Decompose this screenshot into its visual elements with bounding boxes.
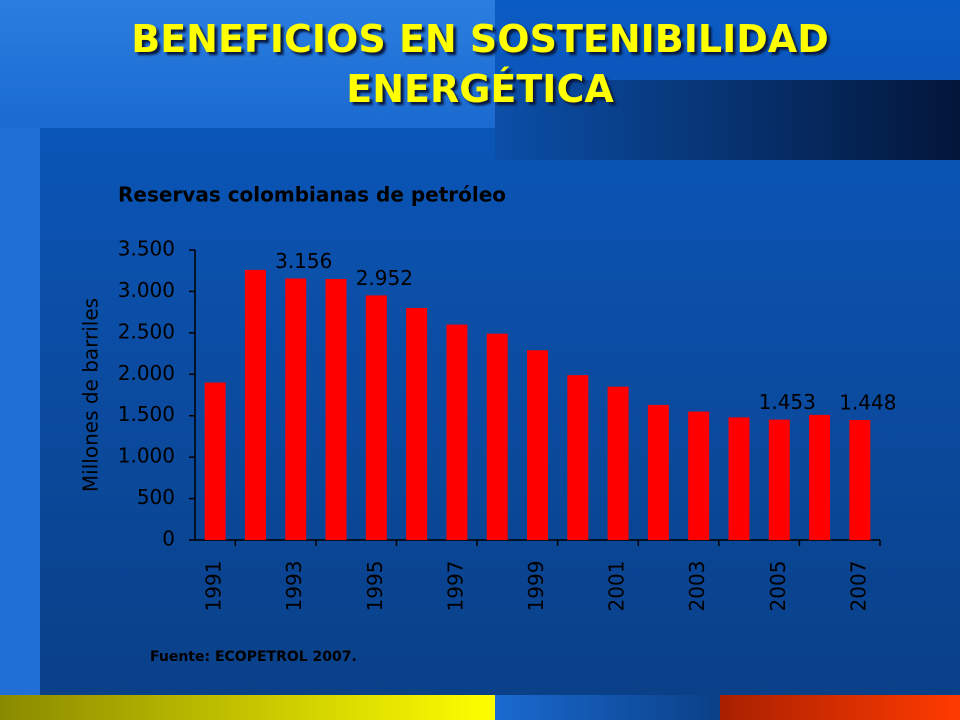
bar: [285, 278, 307, 540]
bar: [728, 417, 750, 540]
bar: [809, 414, 831, 540]
y-tick-label: 3.500: [118, 237, 175, 261]
x-tick-label: 2001: [605, 561, 629, 612]
bar: [688, 411, 710, 540]
chart-title: Reservas colombianas de petróleo: [118, 183, 506, 207]
y-tick-label: 1.000: [118, 444, 175, 468]
bar: [204, 382, 226, 540]
x-tick-label: 1999: [524, 561, 548, 612]
bar: [849, 420, 871, 540]
value-label: 2.952: [356, 266, 413, 290]
y-tick-label: 0: [162, 527, 175, 551]
bar: [406, 308, 428, 540]
y-axis-label: Millones de barriles: [79, 298, 103, 492]
y-tick-label: 3.000: [118, 278, 175, 302]
y-tick-label: 2.000: [118, 361, 175, 385]
value-label: 3.156: [275, 249, 332, 273]
bar: [768, 419, 790, 540]
bar: [527, 350, 548, 540]
value-label: 1.453: [759, 390, 816, 414]
y-tick-label: 2.500: [118, 319, 175, 343]
x-tick-label: 1995: [363, 561, 387, 612]
y-tick-label: 1.500: [118, 402, 175, 426]
top-right-band: [495, 80, 960, 160]
source: Fuente: ECOPETROL 2007.: [150, 649, 357, 665]
top-band: [0, 0, 495, 128]
bar: [446, 324, 468, 540]
bar: [325, 279, 347, 540]
x-tick-label: 2005: [766, 561, 790, 612]
x-tick-label: 2007: [846, 561, 870, 612]
x-tick-label: 1997: [443, 561, 467, 612]
bar: [365, 295, 387, 540]
bottom-yellow: [0, 695, 495, 720]
x-tick-label: 1991: [202, 561, 226, 612]
bar: [486, 333, 508, 540]
bottom-red: [720, 695, 960, 720]
slide-title: BENEFICIOS EN SOSTENIBILIDAD ENERGÉTICA: [131, 17, 829, 111]
bar: [607, 386, 629, 540]
value-label: 1.448: [839, 391, 896, 415]
bar: [244, 269, 266, 540]
y-tick-label: 500: [137, 485, 175, 509]
bar: [567, 375, 589, 540]
x-tick-label: 2003: [685, 561, 709, 612]
bar: [647, 404, 669, 540]
bottom-blue: [495, 695, 720, 720]
x-tick-label: 1993: [282, 561, 306, 612]
